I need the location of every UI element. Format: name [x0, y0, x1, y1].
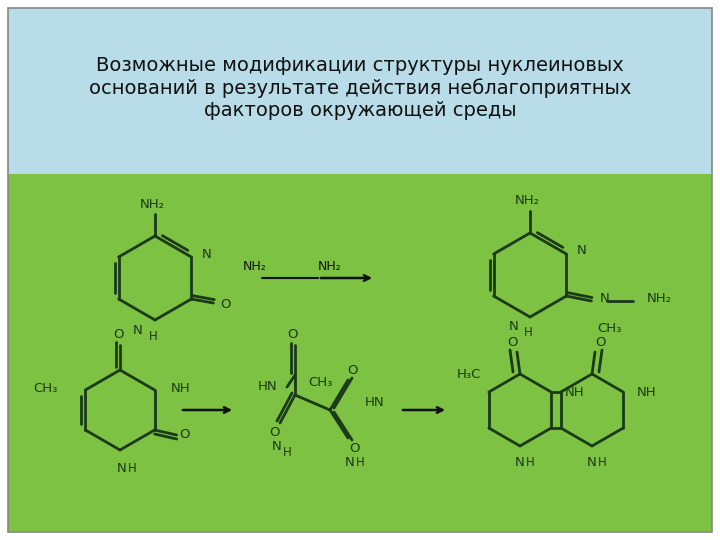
Text: NH₂: NH₂: [140, 198, 164, 211]
Text: H: H: [598, 456, 606, 469]
Text: N: N: [117, 462, 127, 475]
Text: O: O: [270, 427, 280, 440]
FancyBboxPatch shape: [8, 174, 712, 532]
Text: N: N: [508, 321, 518, 334]
Text: N: N: [587, 456, 597, 469]
Text: O: O: [220, 299, 230, 312]
Text: HN: HN: [365, 395, 384, 408]
Text: H: H: [127, 462, 136, 475]
Text: NH₂: NH₂: [647, 293, 671, 306]
Text: NH: NH: [637, 386, 657, 399]
Text: N: N: [133, 323, 143, 336]
Text: NH₂: NH₂: [318, 260, 342, 273]
Text: N: N: [599, 293, 609, 306]
Text: CH₃: CH₃: [597, 321, 621, 334]
Text: O: O: [507, 335, 517, 348]
Text: N: N: [577, 245, 586, 258]
Text: H₃C: H₃C: [456, 368, 481, 381]
Text: N: N: [202, 247, 211, 260]
Text: CH₃: CH₃: [308, 376, 332, 389]
Text: O: O: [113, 327, 123, 341]
Text: O: O: [595, 335, 606, 348]
Text: CH₃: CH₃: [33, 381, 58, 395]
Text: HN: HN: [257, 381, 277, 394]
Text: NH: NH: [565, 386, 585, 399]
FancyBboxPatch shape: [8, 8, 712, 174]
Text: H: H: [356, 456, 364, 469]
Text: NH: NH: [171, 381, 190, 395]
Text: N: N: [272, 441, 282, 454]
Text: H: H: [526, 456, 534, 469]
Text: O: O: [179, 429, 190, 442]
Text: H: H: [523, 327, 532, 340]
Text: H: H: [148, 329, 158, 342]
Text: O: O: [288, 328, 298, 341]
Text: Возможные модификации структуры нуклеиновых
оснований в результате действия небл: Возможные модификации структуры нуклеино…: [89, 56, 631, 120]
Text: H: H: [283, 447, 292, 460]
Text: O: O: [350, 442, 360, 455]
Text: N: N: [345, 456, 355, 469]
Text: O: O: [347, 363, 357, 376]
Text: NH₂: NH₂: [515, 194, 539, 207]
Text: NH₂: NH₂: [243, 260, 267, 273]
Text: N: N: [515, 456, 525, 469]
